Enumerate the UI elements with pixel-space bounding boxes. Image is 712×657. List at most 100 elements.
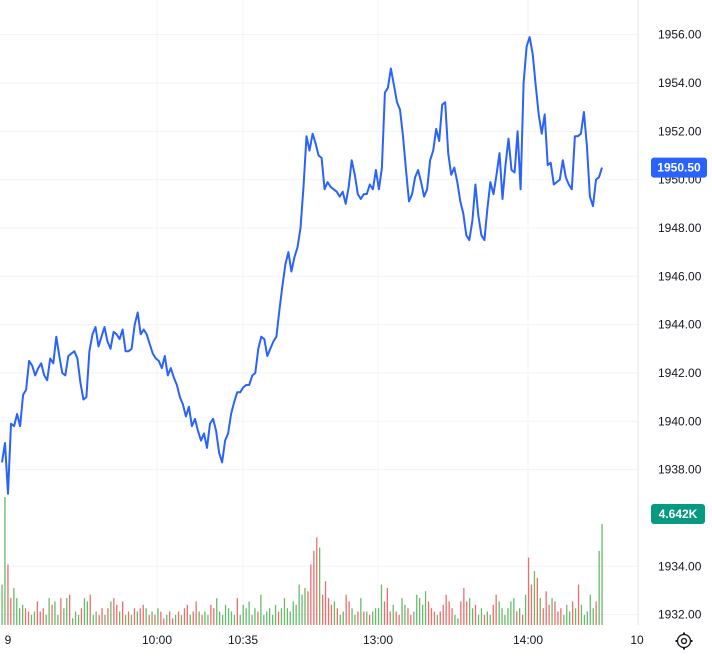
last-volume-label: 4.642K (659, 507, 698, 521)
volume-bar (466, 601, 468, 625)
volume-bar (339, 614, 341, 625)
volume-bar (445, 594, 447, 625)
volume-bar (116, 604, 118, 625)
volume-bar (198, 611, 200, 625)
volume-bar (530, 584, 533, 625)
volume-bar (598, 550, 600, 625)
volume-bar (348, 601, 350, 625)
volume-bar (216, 598, 218, 625)
volume-bar (360, 598, 362, 625)
volume-bar (63, 608, 65, 625)
volume-bar (266, 611, 268, 625)
volume-bar (524, 594, 527, 625)
volume-bar (283, 598, 286, 625)
volume-bar (551, 598, 553, 625)
volume-bar (16, 598, 18, 625)
x-tick-label: 10 (630, 633, 644, 647)
volume-bar (201, 614, 203, 625)
volume-bar (233, 614, 236, 625)
volume-bar (319, 547, 321, 625)
volume-bar (280, 608, 283, 625)
volume-bar (442, 604, 444, 625)
volume-bar (13, 587, 15, 625)
time-axis[interactable]: 9 10:00 10:35 13:00 14:00 10 (5, 633, 644, 647)
volume-bar (83, 598, 86, 625)
volume-bar (183, 608, 186, 625)
volume-bar (272, 614, 274, 625)
x-tick-label: 14:00 (513, 633, 543, 647)
volume-bar (48, 598, 50, 625)
volume-bar (566, 604, 568, 625)
volume-bar (372, 611, 374, 625)
volume-bar (313, 550, 315, 625)
volume-bar (213, 608, 215, 625)
volume-bar (274, 604, 277, 625)
volume-bar (583, 614, 586, 625)
volume-bar (527, 557, 530, 625)
volume-bar (407, 608, 409, 625)
volume-bar (204, 611, 206, 625)
volume-bar (136, 611, 138, 625)
y-tick-label: 1944.00 (658, 318, 702, 332)
volume-bar (489, 614, 491, 625)
volume-bar (416, 594, 418, 625)
volume-bar (463, 587, 465, 625)
grid (0, 0, 639, 625)
volume-bar (30, 614, 33, 625)
volume-bar (410, 614, 412, 625)
volume-bar (539, 598, 541, 625)
volume-bar (327, 598, 330, 625)
y-tick-label: 1948.00 (658, 221, 702, 235)
volume-bar (516, 611, 518, 625)
volume-bar (424, 591, 427, 625)
volume-bar (545, 591, 547, 625)
volume-bar (389, 611, 391, 625)
volume-bar (592, 608, 594, 625)
volume-bar (519, 608, 521, 625)
price-axis[interactable]: 1956.001954.001952.001950.001948.001946.… (658, 28, 702, 622)
volume-bar (92, 614, 94, 625)
volume-bar (572, 601, 574, 625)
volume-bar (10, 598, 12, 625)
volume-bar (263, 614, 265, 625)
volume-bar (72, 618, 74, 625)
volume-bar (486, 611, 488, 625)
volume-bar (322, 594, 324, 625)
volume-bar (139, 608, 141, 625)
volume-bar (451, 608, 453, 625)
volume-bar (180, 614, 183, 625)
volume-bar (295, 604, 297, 625)
gear-icon[interactable] (675, 632, 693, 650)
volume-bar (36, 601, 38, 625)
x-tick-label: 13:00 (363, 633, 393, 647)
last-price-label: 1950.50 (657, 161, 701, 175)
volume-bar (110, 601, 112, 625)
volume-bar (269, 608, 271, 625)
volume-bar (398, 614, 400, 625)
volume-bar (554, 601, 556, 625)
volume-bar (133, 608, 136, 625)
volume-bar (427, 601, 430, 625)
volume-bar (245, 608, 247, 625)
volume-bar (42, 608, 44, 625)
volume-bar (354, 614, 356, 625)
volume-bar (557, 611, 559, 625)
volume-bar (236, 598, 238, 625)
volume-bar (163, 618, 165, 625)
volume-bar (492, 604, 494, 625)
volume-bar (24, 608, 27, 625)
volume-bar (4, 497, 6, 625)
volume-bar (169, 611, 171, 625)
volume-bar (324, 581, 327, 625)
volume-bar (404, 604, 406, 625)
volume-bar (474, 604, 477, 625)
volume-bar (548, 604, 550, 625)
volume-bar (307, 591, 309, 625)
volume-bar (192, 611, 194, 625)
volume-bar (60, 598, 62, 625)
volume-bar (498, 601, 500, 625)
volume-bar (472, 608, 474, 625)
volume-bar (239, 614, 241, 625)
